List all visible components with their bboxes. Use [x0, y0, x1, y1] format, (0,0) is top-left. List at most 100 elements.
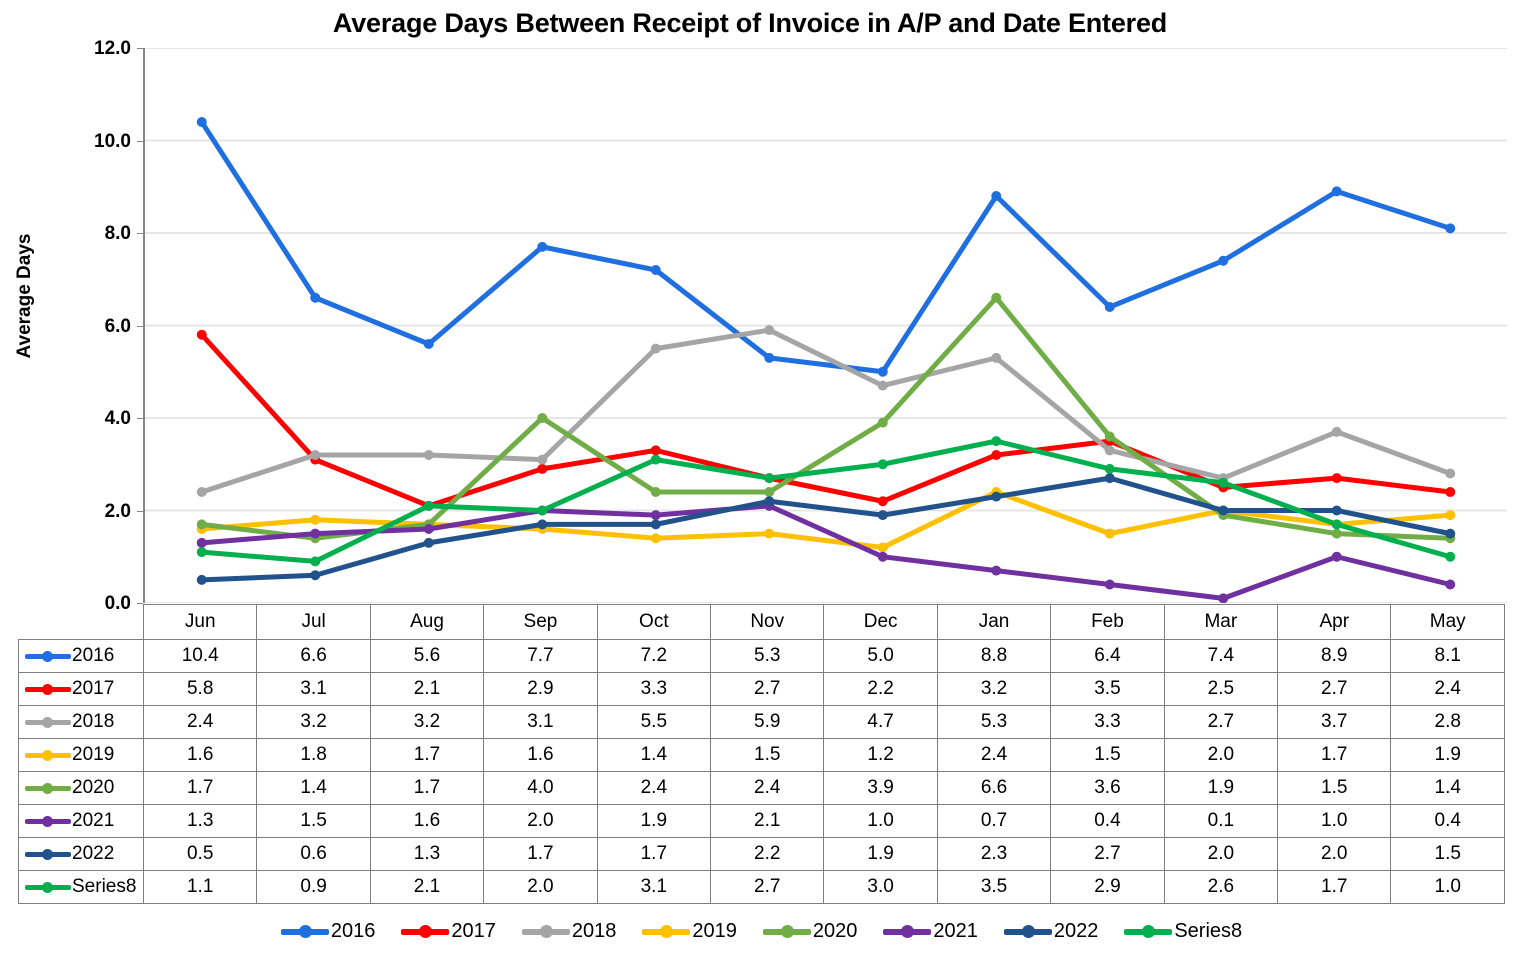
- data-point: [991, 450, 1002, 460]
- legend-item-2018[interactable]: 2018: [521, 920, 616, 943]
- data-point: [1331, 505, 1342, 516]
- table-data-cell: 3.3: [1050, 705, 1165, 739]
- data-point: [537, 454, 548, 465]
- table-data-cell: 1.9: [1390, 738, 1505, 772]
- table-data-cell: 2.2: [823, 672, 938, 706]
- table-data-cell: 1.7: [596, 837, 712, 871]
- table-data-cell: 3.0: [823, 870, 938, 904]
- series-label: 2019: [72, 744, 115, 765]
- series-color-swatch-icon: [25, 781, 71, 795]
- series-color-swatch-icon: [25, 748, 71, 762]
- data-point: [1445, 468, 1456, 479]
- data-point: [1445, 510, 1456, 521]
- data-point: [1445, 579, 1456, 590]
- legend-color-swatch-icon: [280, 924, 329, 940]
- table-data-cell: 8.1: [1390, 639, 1505, 673]
- series-label: 2017: [72, 678, 115, 699]
- legend-label: Series8: [1174, 920, 1243, 942]
- data-point: [1331, 528, 1342, 539]
- series-key: 2017: [19, 678, 143, 700]
- table-data-cell: 1.1: [142, 870, 258, 904]
- table-data-cell: 7.7: [483, 639, 598, 673]
- y-axis-tick-mark: [137, 233, 143, 234]
- table-data-cell: 6.6: [936, 771, 1052, 805]
- legend-item-2021[interactable]: 2021: [883, 920, 978, 943]
- legend-item-2016[interactable]: 2016: [280, 920, 375, 943]
- data-point: [1331, 519, 1342, 530]
- y-axis-tick-label: 2.0: [104, 500, 131, 522]
- table-data-cell: 3.2: [256, 705, 371, 739]
- series-2016: [196, 117, 1456, 377]
- data-point: [196, 519, 207, 530]
- table-data-cell: 1.4: [596, 738, 712, 772]
- series-label: Series8: [72, 876, 137, 897]
- legend-item-2022[interactable]: 2022: [1003, 920, 1098, 943]
- data-point: [650, 343, 661, 354]
- legend-color-swatch-icon: [401, 924, 450, 940]
- table-data-cell: 5.3: [936, 705, 1052, 739]
- table-data-cell: 1.4: [256, 771, 371, 805]
- series-key: 2021: [19, 810, 143, 832]
- table-data-cell: 3.1: [596, 870, 712, 904]
- series-key: 2022: [19, 843, 143, 865]
- table-data-cell: 5.8: [142, 672, 258, 706]
- legend-item-2017[interactable]: 2017: [401, 920, 496, 943]
- table-data-cell: 0.4: [1050, 804, 1165, 838]
- table-column-header: Nov: [710, 604, 825, 640]
- table-column-header: Aug: [369, 604, 485, 640]
- data-point: [991, 565, 1002, 576]
- data-point: [1104, 463, 1115, 474]
- legend-item-2020[interactable]: 2020: [762, 920, 858, 943]
- table-data-cell: 2.0: [1277, 837, 1392, 871]
- table-data-cell: 4.0: [483, 771, 598, 805]
- table-data-cell: 1.9: [596, 804, 712, 838]
- table-data-cell: 2.1: [369, 672, 485, 706]
- legend-color-swatch-icon: [1003, 924, 1052, 940]
- y-axis-tick-label: 12.0: [94, 38, 131, 59]
- table-data-cell: 1.5: [1277, 771, 1392, 805]
- table-data-cell: 2.2: [710, 837, 825, 871]
- table-data-cell: 2.1: [369, 870, 485, 904]
- table-data-cell: 1.3: [369, 837, 485, 871]
- table-header: Jun Jul Aug Sep Oct Nov Dec Jan Feb Mar Apr May: [19, 604, 1505, 640]
- table-series-label-cell: 2017: [18, 672, 144, 706]
- series-key: 2016: [19, 645, 143, 667]
- data-point: [991, 292, 1002, 303]
- legend-item-series8[interactable]: Series8: [1124, 920, 1242, 943]
- series-color-swatch-icon: [25, 814, 71, 828]
- legend-color-swatch-icon: [521, 924, 570, 940]
- table-data-cell: 3.7: [1277, 705, 1392, 739]
- series-label: 2018: [72, 711, 115, 732]
- y-axis-tick-mark: [137, 140, 143, 142]
- y-axis-tick-mark: [137, 510, 143, 512]
- series-line: [199, 295, 1453, 541]
- legend-label: 2020: [812, 920, 858, 942]
- series-color-swatch-icon: [25, 847, 71, 861]
- data-point: [423, 500, 434, 511]
- table-data-cell: 2.9: [483, 672, 598, 706]
- table-data-cell: 1.2: [823, 738, 938, 772]
- table-data-cell: 5.6: [369, 639, 485, 673]
- table-data-cell: 0.7: [936, 804, 1052, 838]
- data-point: [423, 524, 434, 534]
- data-point: [991, 436, 1002, 447]
- table-data-cell: 3.2: [936, 672, 1052, 706]
- data-point: [310, 292, 321, 303]
- series-2022: [196, 473, 1456, 585]
- table-data-cell: 1.0: [1277, 804, 1392, 838]
- y-axis-tick-label: 4.0: [104, 408, 131, 429]
- table-data-cell: 1.6: [142, 738, 258, 772]
- series-color-swatch-icon: [25, 682, 71, 696]
- data-point: [650, 510, 661, 521]
- legend-item-2019[interactable]: 2019: [642, 920, 737, 943]
- table-column-header: Mar: [1163, 604, 1279, 640]
- table-data-cell: 1.8: [256, 738, 371, 772]
- data-point: [423, 537, 434, 548]
- table-data-cell: 0.1: [1163, 804, 1279, 838]
- data-point: [877, 496, 888, 507]
- table-data-cell: 3.3: [596, 672, 712, 706]
- data-point: [1104, 445, 1115, 456]
- data-point: [650, 519, 661, 530]
- table-data-cell: 8.9: [1277, 639, 1392, 673]
- data-point: [1445, 223, 1456, 234]
